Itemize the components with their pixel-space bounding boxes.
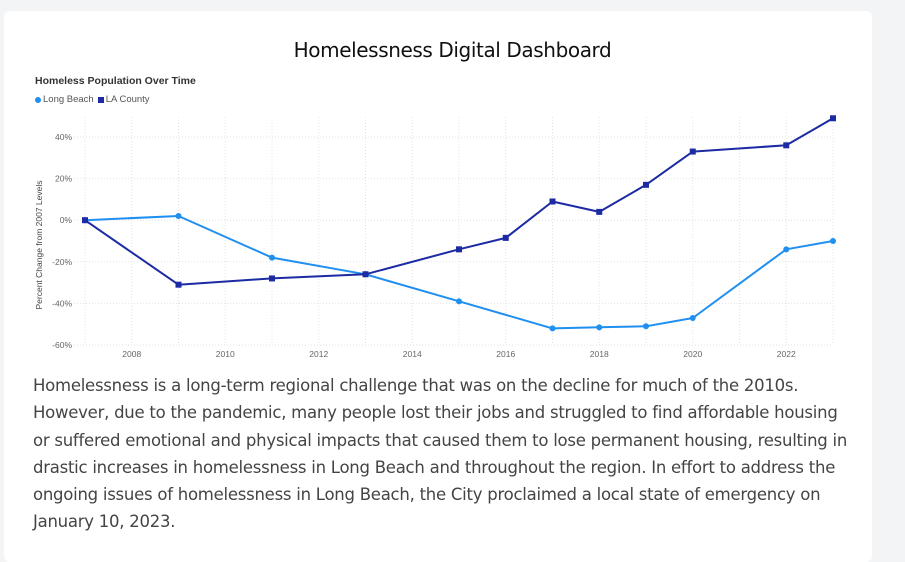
data-point-long-beach xyxy=(643,323,649,329)
y-tick-label: 40% xyxy=(55,132,72,142)
x-tick-label: 2022 xyxy=(777,349,796,359)
data-point-la-county xyxy=(176,282,182,288)
x-tick-label: 2014 xyxy=(403,349,422,359)
x-tick-label: 2016 xyxy=(496,349,515,359)
x-tick-label: 2012 xyxy=(309,349,328,359)
data-point-long-beach xyxy=(456,298,462,304)
data-point-la-county xyxy=(830,115,836,121)
data-point-la-county xyxy=(269,275,275,281)
data-point-la-county xyxy=(503,235,509,241)
line-chart: Percent Change from 2007 Levels 40% 20% 0%… xyxy=(0,0,905,370)
x-tick-label: 2020 xyxy=(683,349,702,359)
data-point-la-county xyxy=(596,209,602,215)
series-line-long-beach xyxy=(85,216,833,328)
y-axis-label: Percent Change from 2007 Levels xyxy=(34,181,44,310)
data-point-long-beach xyxy=(596,324,602,330)
y-tick-label: -60% xyxy=(52,340,72,350)
description-paragraph: Homelessness is a long-term regional cha… xyxy=(33,372,853,536)
y-tick-label: 0% xyxy=(60,215,73,225)
data-point-long-beach xyxy=(550,325,556,331)
y-tick-label: -40% xyxy=(52,298,72,308)
data-point-la-county xyxy=(643,182,649,188)
data-point-long-beach xyxy=(690,315,696,321)
data-point-la-county xyxy=(783,142,789,148)
x-tick-label: 2008 xyxy=(122,349,141,359)
data-point-la-county xyxy=(82,217,88,223)
data-point-la-county xyxy=(690,149,696,155)
data-point-la-county xyxy=(550,198,556,204)
y-tick-label: 20% xyxy=(55,174,72,184)
x-tick-label: 2018 xyxy=(590,349,609,359)
data-point-la-county xyxy=(363,271,369,277)
data-point-long-beach xyxy=(269,255,275,261)
x-tick-label: 2010 xyxy=(216,349,235,359)
data-point-long-beach xyxy=(783,246,789,252)
data-point-la-county xyxy=(456,246,462,252)
data-point-long-beach xyxy=(830,238,836,244)
y-tick-label: -20% xyxy=(52,257,72,267)
data-point-long-beach xyxy=(176,213,182,219)
